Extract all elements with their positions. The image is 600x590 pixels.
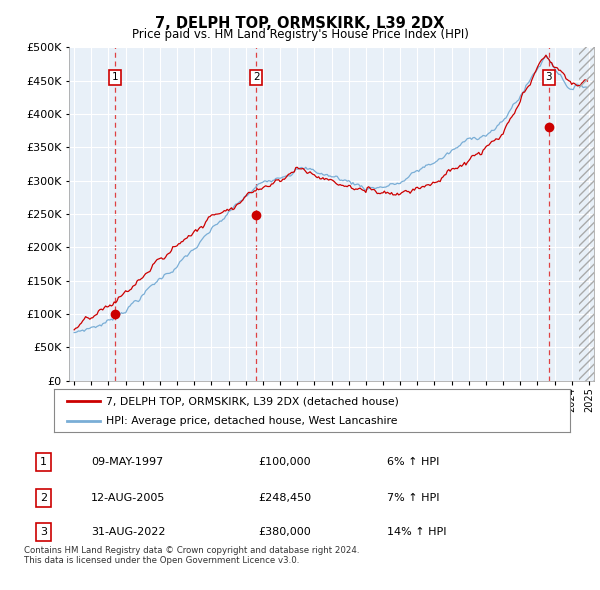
Bar xyxy=(579,47,594,381)
Text: 1: 1 xyxy=(112,72,118,82)
Text: 12-AUG-2005: 12-AUG-2005 xyxy=(91,493,166,503)
Text: 6% ↑ HPI: 6% ↑ HPI xyxy=(387,457,439,467)
Text: 7% ↑ HPI: 7% ↑ HPI xyxy=(387,493,439,503)
Text: 1: 1 xyxy=(40,457,47,467)
Text: 7, DELPH TOP, ORMSKIRK, L39 2DX (detached house): 7, DELPH TOP, ORMSKIRK, L39 2DX (detache… xyxy=(106,396,398,407)
Text: 31-AUG-2022: 31-AUG-2022 xyxy=(91,527,166,537)
Text: 09-MAY-1997: 09-MAY-1997 xyxy=(91,457,163,467)
Text: 3: 3 xyxy=(545,72,552,82)
Text: £100,000: £100,000 xyxy=(259,457,311,467)
Text: 2: 2 xyxy=(253,72,259,82)
Bar xyxy=(579,47,594,381)
Text: Contains HM Land Registry data © Crown copyright and database right 2024.
This d: Contains HM Land Registry data © Crown c… xyxy=(24,546,359,565)
Text: 7, DELPH TOP, ORMSKIRK, L39 2DX: 7, DELPH TOP, ORMSKIRK, L39 2DX xyxy=(155,16,445,31)
Text: HPI: Average price, detached house, West Lancashire: HPI: Average price, detached house, West… xyxy=(106,416,397,426)
Text: 3: 3 xyxy=(40,527,47,537)
Text: £248,450: £248,450 xyxy=(259,493,311,503)
Text: Price paid vs. HM Land Registry's House Price Index (HPI): Price paid vs. HM Land Registry's House … xyxy=(131,28,469,41)
Text: 14% ↑ HPI: 14% ↑ HPI xyxy=(387,527,446,537)
Text: 2: 2 xyxy=(40,493,47,503)
Text: £380,000: £380,000 xyxy=(259,527,311,537)
